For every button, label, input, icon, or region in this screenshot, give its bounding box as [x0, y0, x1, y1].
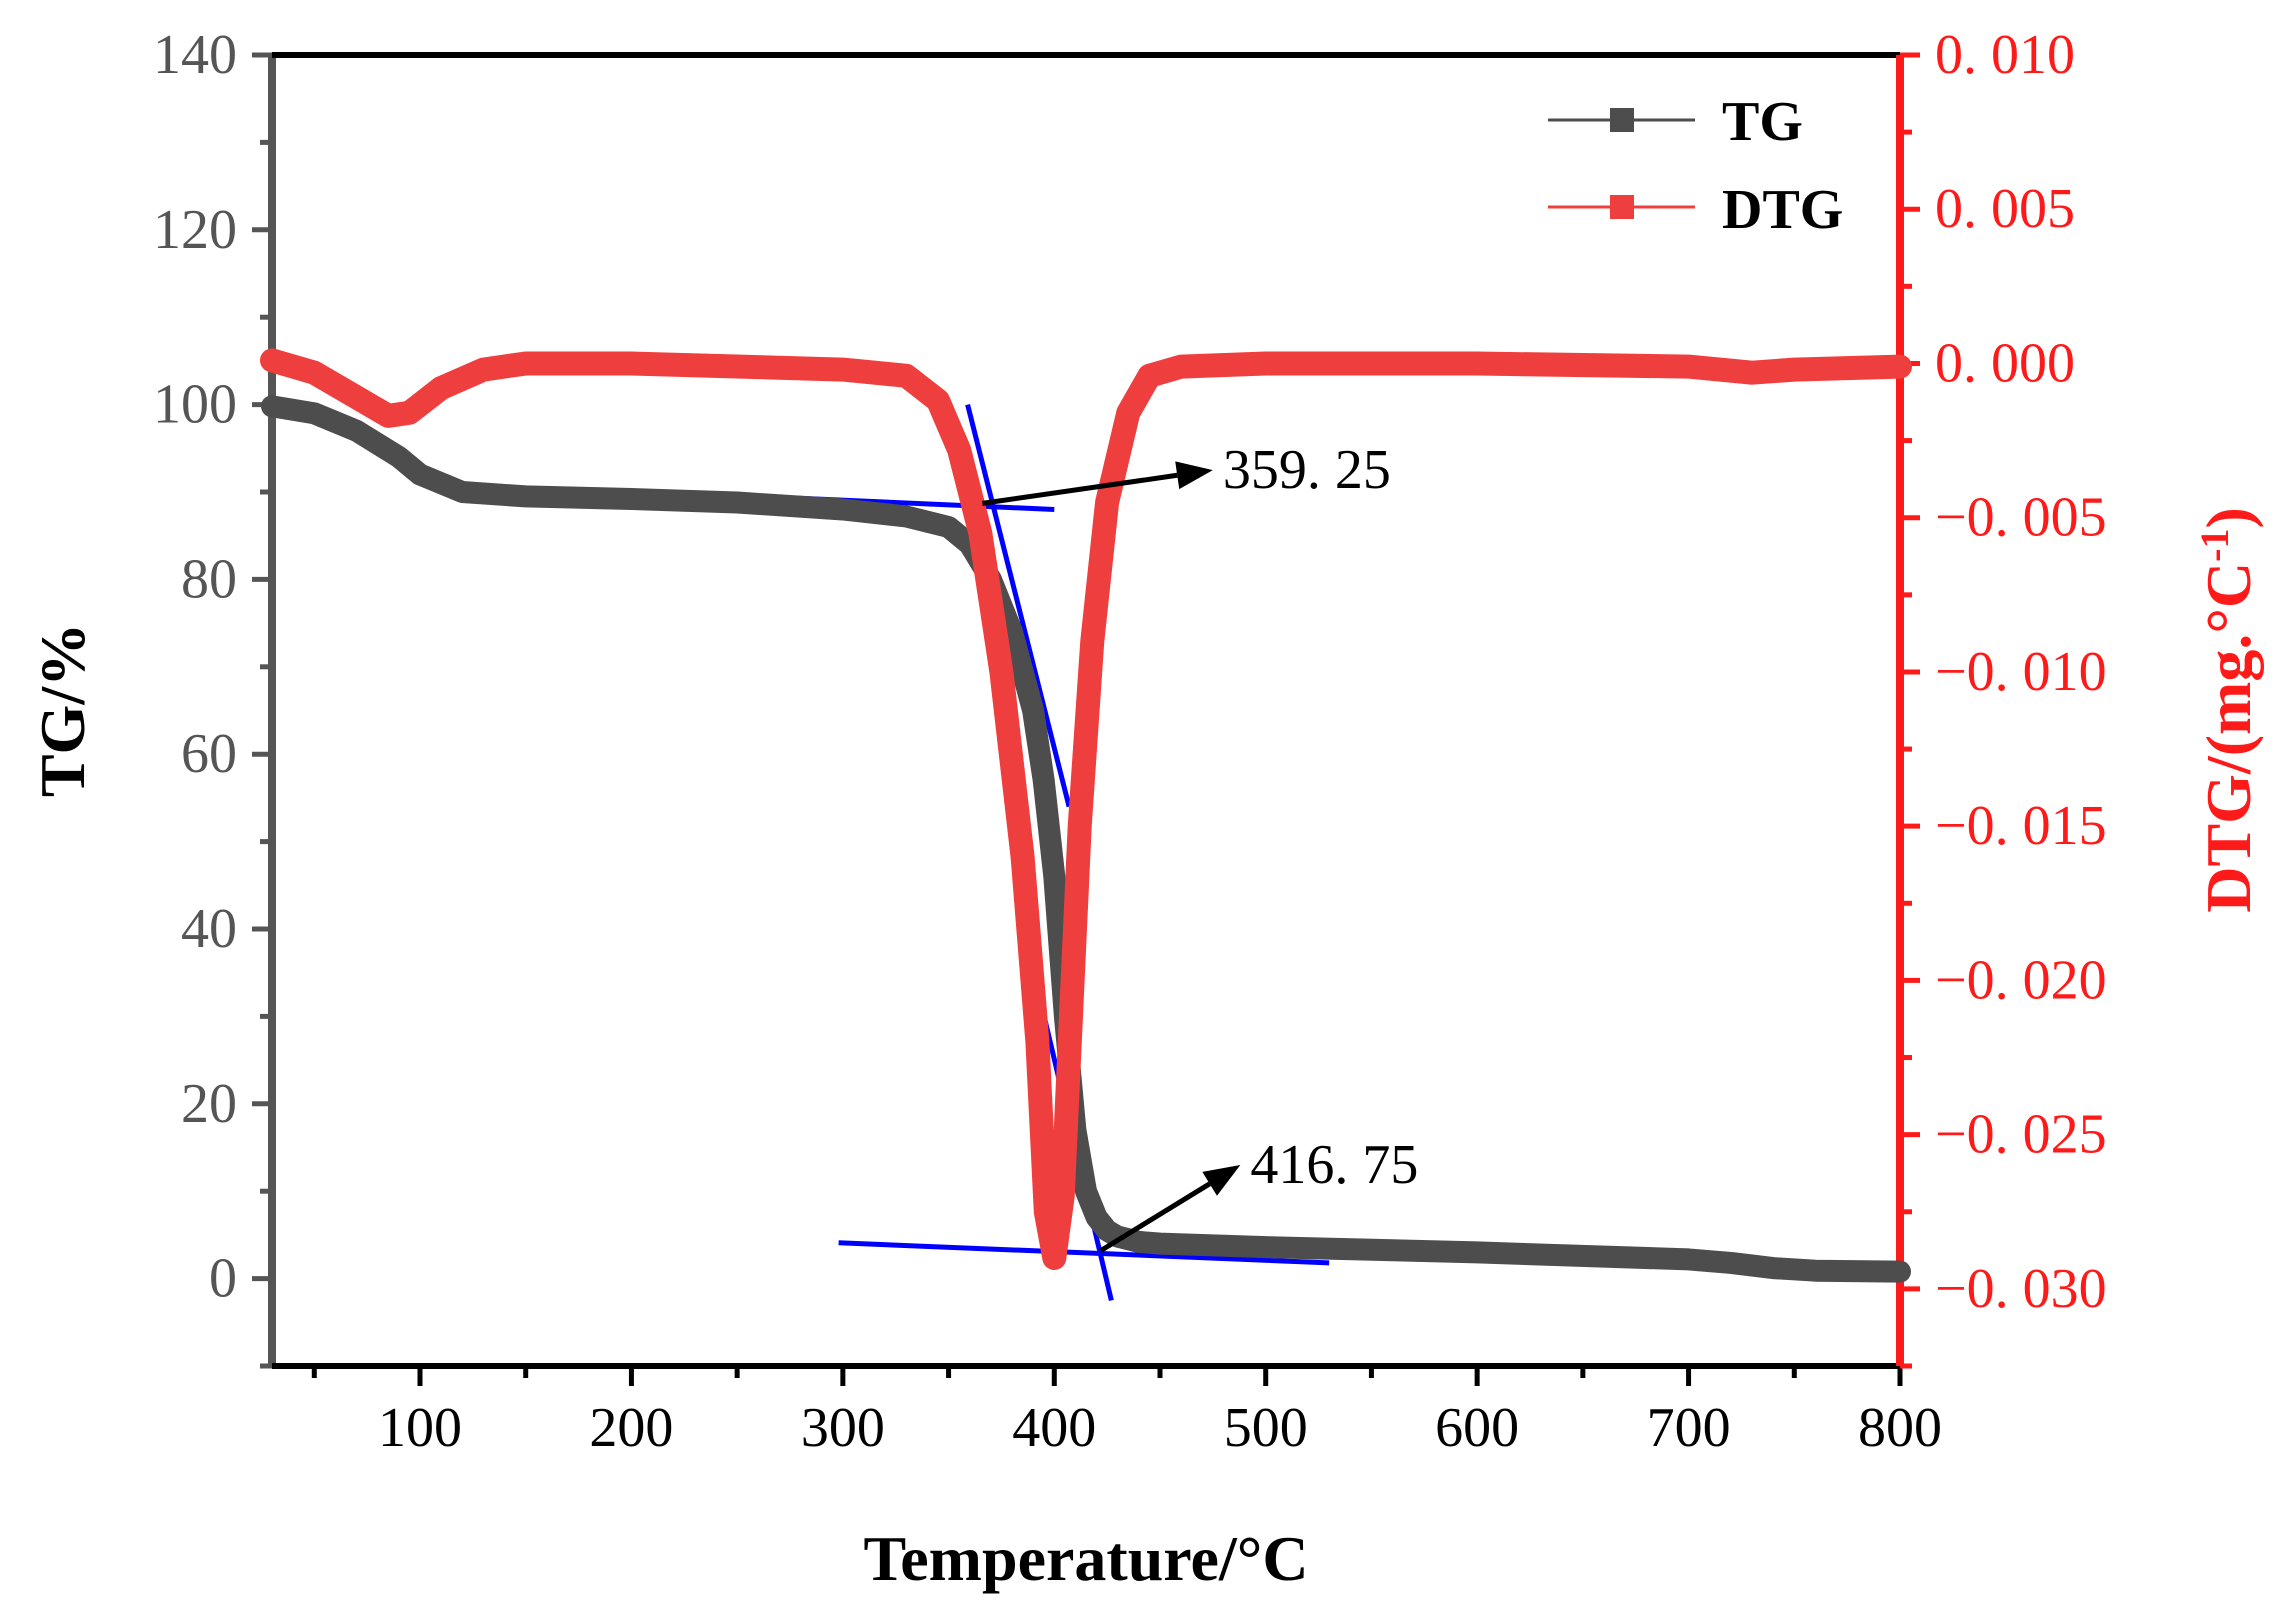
x-tick-label: 100	[378, 1397, 462, 1459]
y-right-tick-label: −0. 005	[1935, 487, 2107, 549]
y-axis-right-label: DTG/(mg.°C-1)	[2192, 507, 2264, 913]
x-tick-label: 400	[1012, 1397, 1096, 1459]
series-dtg-line	[260, 348, 1912, 1270]
tangent-line	[965, 403, 1072, 808]
y-right-tick-label: 0. 010	[1935, 24, 2075, 86]
tangent-line	[838, 1240, 1330, 1266]
annotation-label: 416. 75	[1250, 1134, 1418, 1196]
y-axis-right-label-sup: -1	[2192, 529, 2237, 562]
plot-frame	[268, 52, 1904, 1369]
y-left-tick-label: 40	[181, 898, 237, 960]
y-right-tick-label: −0. 010	[1935, 641, 2107, 703]
annotation-arrow-head	[1175, 461, 1213, 490]
x-axis-label: Temperature/°C	[863, 1523, 1308, 1594]
legend-dtg-marker	[1610, 195, 1634, 219]
annotation-arrow-head	[1202, 1164, 1241, 1196]
legend-tg-label: TG	[1722, 91, 1803, 153]
y-left-tick-label: 100	[153, 374, 237, 436]
legend-tg-marker	[1610, 108, 1634, 132]
x-tick-label: 700	[1647, 1397, 1731, 1459]
x-tick-label: 300	[801, 1397, 885, 1459]
legend-dtg-label: DTG	[1722, 179, 1843, 241]
y-axis-left-label: TG/%	[27, 623, 98, 797]
x-tick-label: 500	[1224, 1397, 1308, 1459]
y-right-tick-label: −0. 015	[1935, 795, 2107, 857]
y-left-tick-label: 80	[181, 548, 237, 610]
y-left-tick-label: 60	[181, 723, 237, 785]
x-tick-label: 600	[1435, 1397, 1519, 1459]
legend: TG DTG	[1548, 91, 1843, 241]
annotation-arrow-line	[982, 472, 1178, 506]
series-tg-line	[261, 395, 1911, 1283]
y-axis-right-label-close: )	[2193, 507, 2264, 528]
y-right-tick-label: −0. 030	[1935, 1258, 2107, 1320]
y-right-tick-label: −0. 020	[1935, 949, 2107, 1011]
y-left-tick-label: 20	[181, 1073, 237, 1135]
y-right-tick-label: 0. 000	[1935, 332, 2075, 394]
annotation-arrow-line	[1099, 1181, 1211, 1253]
y-right-tick-label: −0. 025	[1935, 1104, 2107, 1166]
y-right-tick-label: 0. 005	[1935, 178, 2075, 240]
y-left-tick-label: 140	[153, 24, 237, 86]
y-left-tick-label: 120	[153, 199, 237, 261]
annotation-label: 359. 25	[1223, 439, 1391, 501]
x-tick-label: 200	[589, 1397, 673, 1459]
x-tick-label: 800	[1858, 1397, 1942, 1459]
y-left-tick-label: 0	[209, 1248, 237, 1310]
y-axis-right-label-main: DTG/(mg.°C	[2193, 562, 2264, 913]
